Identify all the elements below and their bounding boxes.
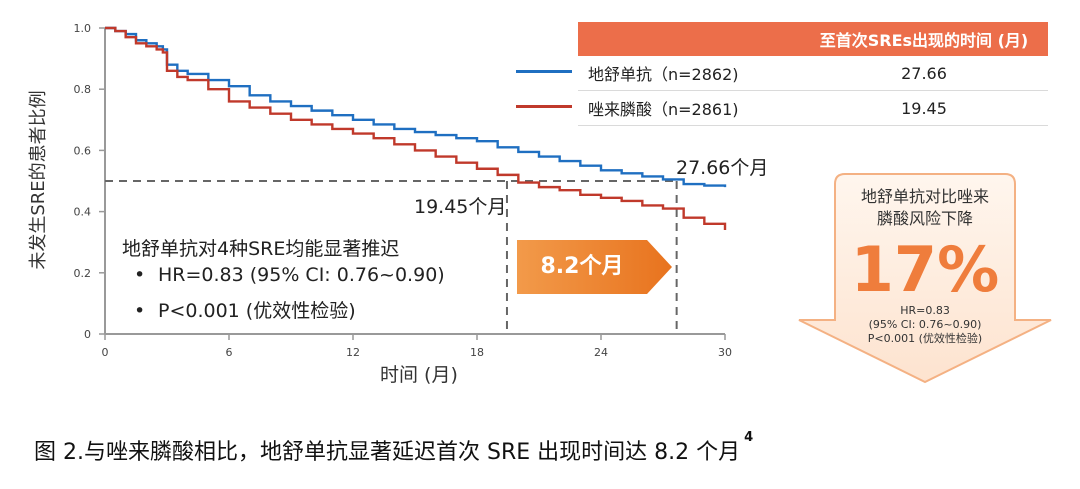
x-tick-label: 0 <box>102 346 109 359</box>
risk-stat-p: P<0.001 (优效性检验) <box>867 332 983 345</box>
gain-arrow-shape <box>517 240 672 294</box>
reference-lines <box>105 180 678 334</box>
legend-swatch-zoledronic <box>516 105 572 108</box>
risk-stat-ci: (95% CI: 0.76~0.90) <box>868 318 982 331</box>
legend-row-label: 地舒单抗（n=2862) <box>578 56 800 91</box>
risk-stats: HR=0.83 (95% CI: 0.76~0.90) P<0.001 (优效性… <box>823 304 1027 346</box>
x-tick-label: 12 <box>346 346 360 359</box>
legend-header-row: 至首次SREs出现的时间 (月) <box>578 22 1048 56</box>
survival-curves <box>105 26 727 230</box>
risk-down-arrow-shape <box>798 173 1052 384</box>
x-tick-label: 30 <box>718 346 732 359</box>
bullet: • <box>134 300 146 322</box>
note-p-text: P<0.001 (优效性检验) <box>158 300 356 322</box>
series-line-zoledronic <box>105 26 727 230</box>
risk-title-line2: 膦酸风险下降 <box>876 209 973 228</box>
x-tick-label: 6 <box>226 346 233 359</box>
risk-title-line1: 地舒单抗对比唑来 <box>860 187 989 206</box>
y-tick-label: 0.6 <box>74 144 92 157</box>
y-axis-title: 未发生SRE的患者比例 <box>28 90 49 270</box>
note-hr-text: HR=0.83 (95% CI: 0.76~0.90) <box>158 264 445 286</box>
y-tick-label: 0.2 <box>74 267 92 280</box>
risk-stat-hr: HR=0.83 <box>900 304 950 317</box>
x-tick-label: 18 <box>470 346 484 359</box>
y-tick-label: 1.0 <box>74 22 92 35</box>
caption-text: 图 2.与唑来膦酸相比，地舒单抗显著延迟首次 SRE 出现时间达 8.2 个月 <box>34 440 741 465</box>
y-tick-label: 0 <box>84 328 91 341</box>
gain-label: 8.2个月 <box>540 254 624 279</box>
bullet: • <box>134 264 146 286</box>
legend-swatch-denosumab <box>516 70 572 73</box>
figure-caption: 图 2.与唑来膦酸相比，地舒单抗显著延迟首次 SRE 出现时间达 8.2 个月4 <box>34 430 753 466</box>
risk-title: 地舒单抗对比唑来 膦酸风险下降 <box>823 186 1027 230</box>
chart-axes: 0 0.2 0.4 0.6 0.8 1.0 0 6 12 18 24 30 <box>74 22 733 359</box>
legend-table: 至首次SREs出现的时间 (月) 地舒单抗（n=2862) 27.66 唑来膦酸… <box>578 22 1048 126</box>
legend-header-label: 至首次SREs出现的时间 (月) <box>800 22 1048 56</box>
y-tick-label: 0.8 <box>74 83 92 96</box>
legend-row: 地舒单抗（n=2862) 27.66 <box>578 56 1048 91</box>
x-tick-label: 24 <box>594 346 608 359</box>
median-den-label: 27.66个月 <box>676 157 769 179</box>
y-tick-label: 0.4 <box>74 206 92 219</box>
legend-row-value: 27.66 <box>800 56 1048 91</box>
legend-row-value: 19.45 <box>800 90 1048 126</box>
legend-header-empty <box>578 22 800 56</box>
caption-ref: 4 <box>744 430 754 445</box>
legend-row: 唑来膦酸（n=2861) 19.45 <box>578 90 1048 126</box>
x-axis-title: 时间 (月) <box>380 364 458 386</box>
note-hr: • HR=0.83 (95% CI: 0.76~0.90) <box>134 264 445 286</box>
note-p: • P<0.001 (优效性检验) <box>134 296 356 323</box>
risk-percent: 17% <box>850 233 1000 306</box>
median-zol-label: 19.45个月 <box>414 196 507 218</box>
legend-row-label: 唑来膦酸（n=2861) <box>578 90 800 126</box>
note-title: 地舒单抗对4种SRE均能显著推迟 <box>122 238 400 260</box>
